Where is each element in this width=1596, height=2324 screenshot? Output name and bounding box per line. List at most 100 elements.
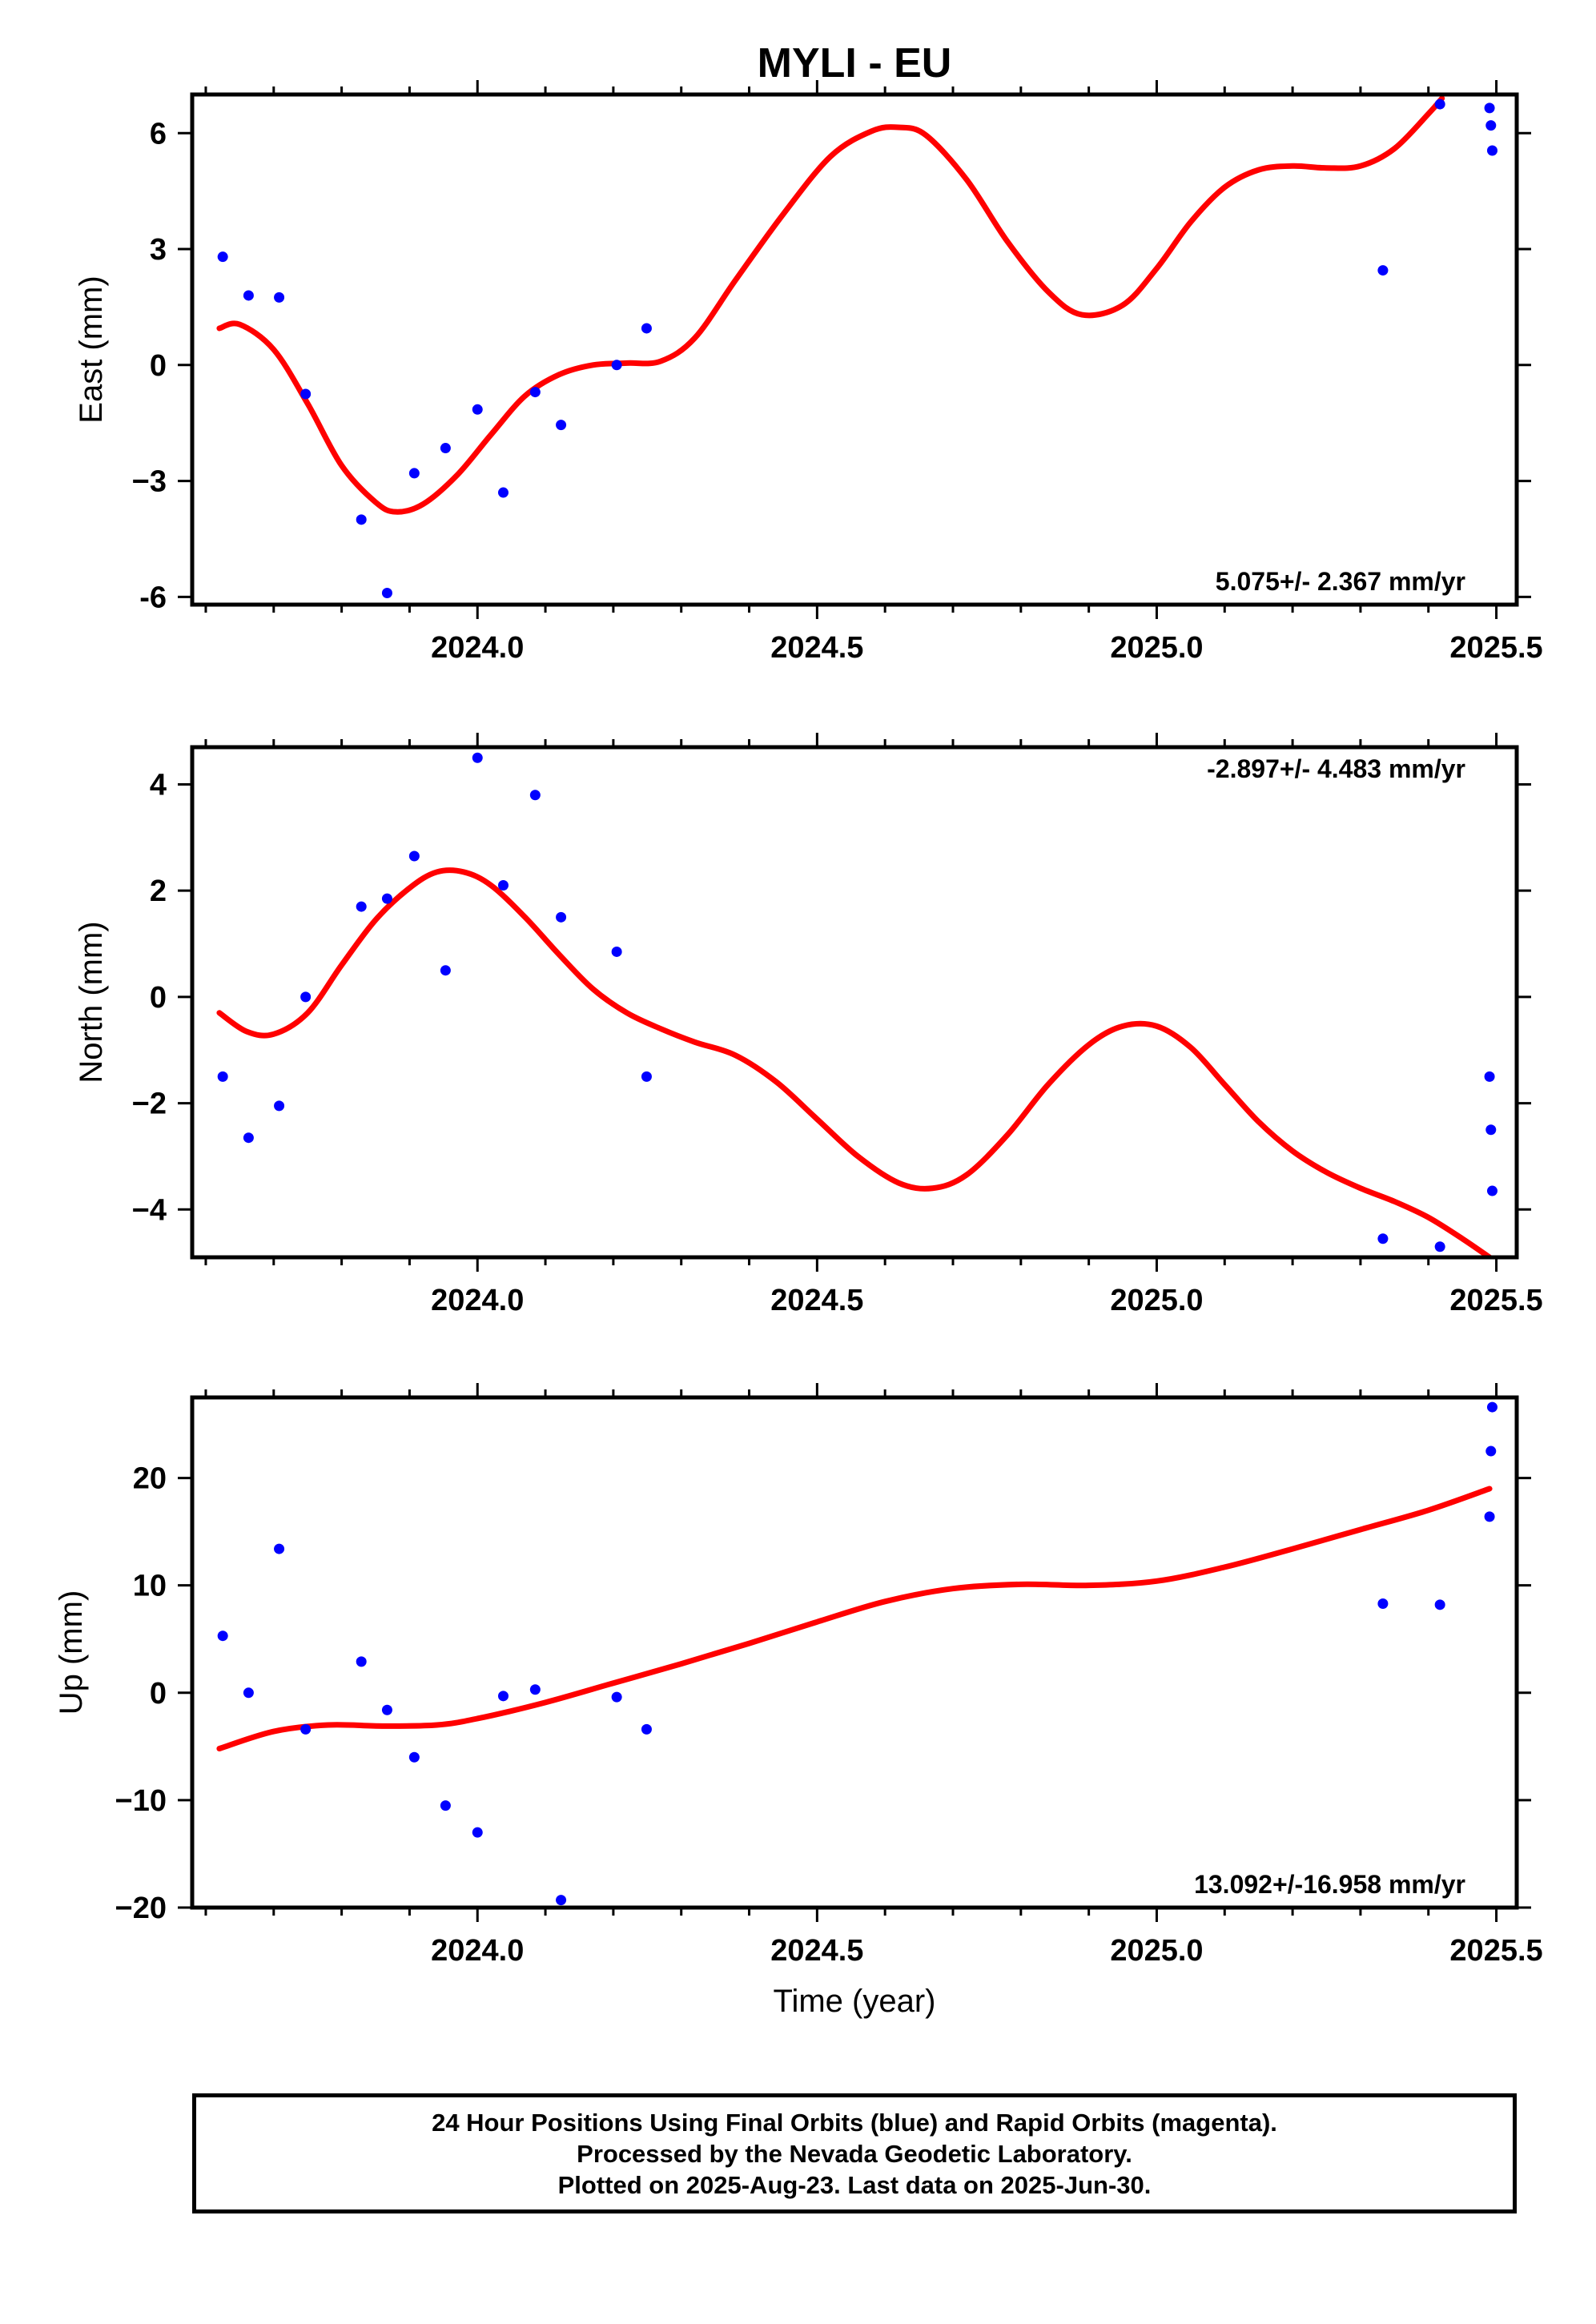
x-tick-label: 2025.5 — [1449, 631, 1542, 665]
data-point — [1377, 265, 1389, 276]
rate-annotation: 5.075+/- 2.367 mm/yr — [1216, 567, 1465, 596]
y-tick-label: −10 — [115, 1784, 167, 1818]
plot-frame — [190, 745, 1519, 1260]
x-tick-label: 2025.0 — [1110, 1284, 1203, 1317]
plot-frame — [190, 92, 1519, 607]
data-point — [243, 1132, 254, 1144]
data-point — [1484, 1071, 1495, 1082]
data-point — [1434, 99, 1445, 110]
data-point — [1485, 1445, 1497, 1457]
x-tick-label: 2025.5 — [1449, 1934, 1542, 1968]
data-point — [1485, 120, 1497, 131]
data-point — [243, 290, 254, 301]
data-point — [641, 1071, 652, 1082]
data-point — [300, 1723, 312, 1735]
fit-curve — [216, 95, 1445, 515]
data-point — [381, 588, 392, 599]
data-point — [611, 946, 622, 957]
x-tick-label: 2024.5 — [770, 1934, 863, 1968]
data-point — [472, 752, 483, 763]
y-axis-label: East (mm) — [74, 275, 109, 423]
data-point — [1484, 103, 1495, 114]
data-point — [217, 251, 228, 263]
data-point — [1377, 1598, 1389, 1609]
data-point — [497, 1691, 509, 1702]
data-point — [641, 323, 652, 334]
data-point — [217, 1630, 228, 1642]
y-tick-label: 0 — [150, 1677, 167, 1711]
data-point — [381, 893, 392, 904]
x-tick-label: 2024.5 — [770, 631, 863, 665]
x-tick-label: 2024.0 — [431, 1284, 524, 1317]
y-axis-label: North (mm) — [74, 921, 109, 1083]
data-point — [556, 420, 567, 431]
data-point — [1485, 1124, 1497, 1136]
y-tick-label: -6 — [139, 581, 167, 614]
y-axis-label: Up (mm) — [54, 1590, 89, 1715]
plot-frame — [190, 1395, 1519, 1910]
plot-area — [216, 752, 1498, 1257]
data-point — [529, 387, 541, 398]
caption-box: 24 Hour Positions Using Final Orbits (bl… — [192, 2093, 1517, 2213]
y-tick-label: 0 — [150, 349, 167, 383]
data-point — [529, 790, 541, 801]
data-point — [300, 388, 312, 400]
data-point — [440, 1800, 451, 1811]
y-tick-label: −3 — [132, 465, 167, 499]
east-panel: 2024.0 2024.5 2025.0 2025.5 -6 −3 0 3 6 East (mm)… — [74, 80, 1543, 665]
data-point — [356, 1656, 367, 1667]
data-point — [440, 965, 451, 976]
data-point — [641, 1723, 652, 1735]
data-point — [408, 850, 420, 862]
rate-annotation: 13.092+/-16.958 mm/yr — [1194, 1870, 1465, 1899]
x-tick-label: 2024.5 — [770, 1284, 863, 1317]
y-tick-label: 0 — [150, 981, 167, 1015]
data-point — [1486, 1185, 1498, 1196]
data-point — [1486, 145, 1498, 156]
fit-curve — [216, 867, 1493, 1257]
data-point — [1434, 1241, 1445, 1252]
y-tick-label: 20 — [133, 1462, 167, 1496]
y-tick-label: −2 — [132, 1088, 167, 1121]
data-point — [1486, 1401, 1498, 1413]
data-point — [408, 1751, 420, 1763]
up-panel: 2024.0 2024.5 2025.0 2025.5 −20 −10 0 10 20 Up (m… — [54, 1383, 1543, 2019]
y-tick-label: 10 — [133, 1570, 167, 1603]
data-point — [497, 487, 509, 498]
data-point — [381, 1704, 392, 1715]
data-point — [274, 1543, 285, 1554]
data-point — [440, 443, 451, 454]
fit-curve — [216, 1486, 1493, 1752]
data-point — [497, 880, 509, 891]
data-point — [472, 1827, 483, 1838]
caption-line-2: Processed by the Nevada Geodetic Laborat… — [577, 2139, 1132, 2168]
data-point — [1484, 1511, 1495, 1522]
data-point — [611, 1691, 622, 1703]
x-tick-label: 2025.0 — [1110, 1934, 1203, 1968]
rate-annotation: -2.897+/- 4.483 mm/yr — [1207, 754, 1465, 783]
y-tick-label: −20 — [115, 1892, 167, 1925]
caption-line-1: 24 Hour Positions Using Final Orbits (bl… — [432, 2108, 1277, 2137]
x-tick-label: 2024.0 — [431, 1934, 524, 1968]
data-point — [611, 360, 622, 371]
data-point — [243, 1687, 254, 1699]
caption-line-3: Plotted on 2025-Aug-23. Last data on 202… — [557, 2170, 1152, 2199]
y-tick-label: 3 — [150, 233, 167, 267]
data-point — [356, 901, 367, 912]
data-point — [217, 1071, 228, 1082]
north-panel: 2024.0 2024.5 2025.0 2025.5 −4 −2 0 2 4 North (mm… — [74, 733, 1543, 1317]
data-point — [274, 292, 285, 303]
data-point — [472, 404, 483, 415]
y-tick-label: 4 — [150, 768, 167, 802]
y-tick-label: 2 — [150, 875, 167, 908]
plot-area — [216, 95, 1498, 599]
x-tick-label: 2025.5 — [1449, 1284, 1542, 1317]
data-point — [556, 911, 567, 923]
data-point — [274, 1100, 285, 1112]
data-point — [300, 991, 312, 1003]
data-point — [1377, 1233, 1389, 1244]
data-point — [408, 468, 420, 479]
data-point — [529, 1684, 541, 1695]
x-axis-label: Time (year) — [774, 1984, 936, 2019]
